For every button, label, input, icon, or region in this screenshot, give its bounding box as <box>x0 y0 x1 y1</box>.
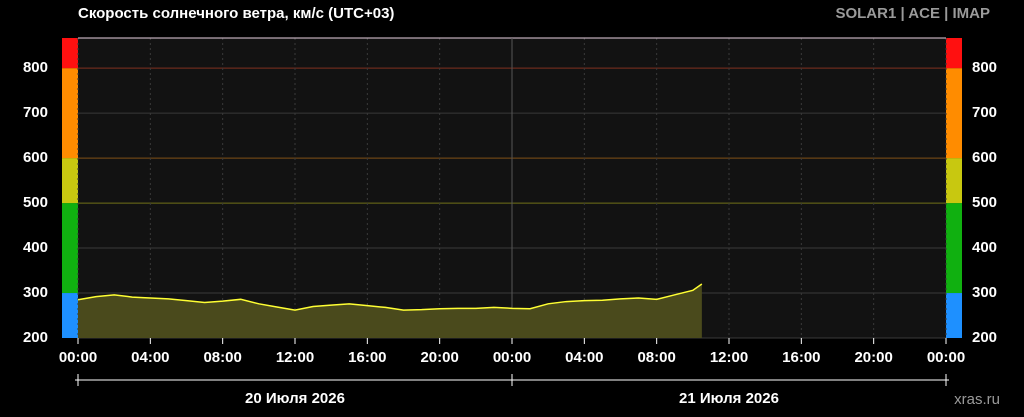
color-band <box>946 293 962 338</box>
x-tick-label: 16:00 <box>348 349 386 366</box>
x-tick-label: 04:00 <box>131 349 169 366</box>
line <box>77 283 703 311</box>
color-band <box>62 293 78 338</box>
y-tick-label: 300 <box>23 284 48 301</box>
y-tick-label: 200 <box>23 329 48 346</box>
color-band <box>62 38 78 69</box>
y-tick-label-right: 700 <box>972 104 997 121</box>
y-tick-label: 400 <box>23 239 48 256</box>
color-band <box>62 203 78 294</box>
y-tick-label: 800 <box>23 59 48 76</box>
x-tick-label: 04:00 <box>565 349 603 366</box>
color-band <box>62 68 78 159</box>
x-tick-label: 08:00 <box>203 349 241 366</box>
y-tick-label-right: 200 <box>972 329 997 346</box>
source: SOLAR1 | ACE | IMAP <box>835 5 990 22</box>
x-tick-label: 12:00 <box>710 349 748 366</box>
color-band <box>946 203 962 294</box>
area <box>78 284 702 338</box>
x-tick-label: 00:00 <box>59 349 97 366</box>
x-tick-label: 00:00 <box>927 349 965 366</box>
x-tick-label: 20:00 <box>420 349 458 366</box>
date-label: 21 Июля 2026 <box>679 390 779 407</box>
y-tick-label-right: 500 <box>972 194 997 211</box>
y-tick-label-right: 400 <box>972 239 997 256</box>
watermark: xras.ru <box>954 391 1000 408</box>
x-tick-label: 00:00 <box>493 349 531 366</box>
y-tick-label-right: 800 <box>972 59 997 76</box>
x-tick-label: 08:00 <box>637 349 675 366</box>
color-band <box>946 38 962 69</box>
color-band <box>946 158 962 204</box>
x-tick-label: 20:00 <box>854 349 892 366</box>
color-band <box>946 68 962 159</box>
y-tick-label-right: 600 <box>972 149 997 166</box>
y-tick-label: 600 <box>23 149 48 166</box>
y-tick-label-right: 300 <box>972 284 997 301</box>
date-label: 20 Июля 2026 <box>245 390 345 407</box>
color-band <box>62 158 78 204</box>
y-tick-label: 500 <box>23 194 48 211</box>
x-tick-label: 16:00 <box>782 349 820 366</box>
chart-title: Скорость солнечного ветра, км/с (UTC+03) <box>78 5 394 22</box>
x-tick-label: 12:00 <box>276 349 314 366</box>
y-tick-label: 700 <box>23 104 48 121</box>
